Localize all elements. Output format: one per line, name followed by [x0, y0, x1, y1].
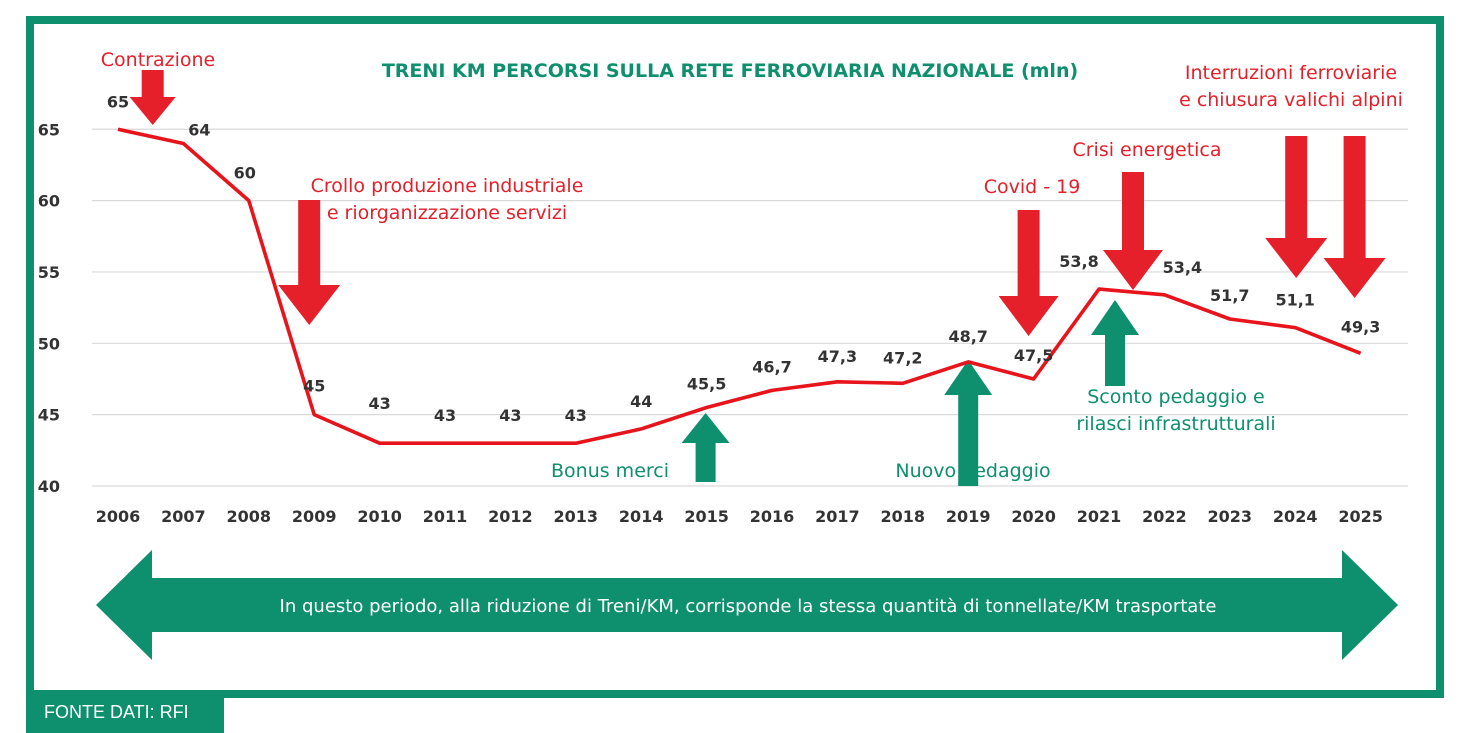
- data-label: 45,5: [687, 375, 726, 394]
- annotation-line: Covid - 19: [984, 176, 1081, 198]
- x-tick-label: 2020: [1011, 507, 1056, 526]
- annotation-line: rilasci infrastrutturali: [1076, 413, 1275, 435]
- annotation-arrows: [129, 70, 1386, 486]
- data-label: 51,1: [1275, 291, 1314, 310]
- annotation-texts: Contrazione Crollo produzione industriale…: [101, 49, 1403, 482]
- annotation-line: Crollo produzione industriale: [311, 175, 584, 197]
- data-label: 44: [630, 392, 652, 411]
- data-label: 43: [565, 406, 587, 425]
- x-tick-label: 2011: [423, 507, 468, 526]
- x-tick-label: 2021: [1077, 507, 1122, 526]
- period-arrow: In questo periodo, alla riduzione di Tre…: [96, 550, 1398, 660]
- series-line: [117, 127, 1362, 446]
- y-tick-label: 50: [38, 334, 60, 353]
- annotation-text: Covid - 19: [984, 176, 1081, 198]
- data-labels: 65 64 60 45 43 43 43 43 44 45,5 46,7 47,3 47,2 48,7 47…: [107, 92, 1380, 425]
- annotation-line: Contrazione: [101, 49, 215, 71]
- x-tick-label: 2012: [488, 507, 533, 526]
- data-label: 60: [234, 164, 256, 183]
- data-label: 53,8: [1059, 252, 1098, 271]
- data-label: 43: [499, 406, 521, 425]
- y-tick-label: 55: [38, 263, 60, 282]
- down-arrow-contrazione: [129, 70, 176, 125]
- x-tick-label: 2009: [292, 507, 337, 526]
- period-arrow-text: In questo periodo, alla riduzione di Tre…: [280, 596, 1217, 617]
- x-tick-label: 2018: [881, 507, 926, 526]
- x-tick-label: 2023: [1208, 507, 1253, 526]
- y-tick-label: 65: [38, 120, 60, 139]
- y-tick-label: 60: [38, 192, 60, 211]
- x-tick-label: 2013: [554, 507, 599, 526]
- annotation-line: Interruzioni ferroviarie: [1185, 62, 1397, 84]
- down-arrow-crollo: [278, 200, 341, 325]
- x-tick-label: 2022: [1142, 507, 1187, 526]
- annotation-text: Contrazione: [101, 49, 215, 71]
- down-arrow-covid: [998, 210, 1059, 336]
- axis-layer: 40 45 50 55 60 65 2006 2007 2008 2009 2010 2011 2012…: [38, 120, 1383, 526]
- annotation-text: Sconto pedaggio e rilasci infrastruttural…: [1076, 386, 1275, 435]
- data-label: 47,5: [1014, 346, 1053, 365]
- y-tick-label: 40: [38, 477, 60, 496]
- x-tick-label: 2024: [1273, 507, 1318, 526]
- data-label: 45: [303, 377, 325, 396]
- data-label: 51,7: [1210, 286, 1249, 305]
- x-tick-label: 2010: [357, 507, 402, 526]
- data-label: 47,2: [883, 348, 922, 367]
- x-tick-label: 2017: [815, 507, 860, 526]
- x-tick-label: 2016: [750, 507, 795, 526]
- data-label: 53,4: [1163, 258, 1202, 277]
- data-label: 48,7: [948, 327, 987, 346]
- annotation-text: Interruzioni ferroviarie e chiusura valic…: [1179, 62, 1403, 111]
- down-arrow-crisi: [1103, 172, 1163, 290]
- annotation-line: Crisi energetica: [1072, 139, 1221, 161]
- data-label: 47,3: [818, 347, 857, 366]
- down-arrow-interruzioni-2025: [1323, 136, 1386, 298]
- up-arrow-bonus: [681, 413, 730, 482]
- x-tick-label: 2007: [161, 507, 206, 526]
- annotation-text: Nuovo pedaggio: [895, 460, 1050, 482]
- up-arrow-sconto: [1091, 300, 1139, 386]
- data-label: 46,7: [752, 357, 791, 376]
- annotation-line: e riorganizzazione servizi: [327, 202, 567, 224]
- annotation-text: Crollo produzione industriale e riorganiz…: [311, 175, 584, 224]
- x-tick-label: 2025: [1338, 507, 1383, 526]
- period-arrow-shape: [96, 550, 1398, 660]
- data-label: 43: [434, 406, 456, 425]
- x-tick-label: 2008: [227, 507, 272, 526]
- annotation-text: Crisi energetica: [1072, 139, 1221, 161]
- annotation-text: Bonus merci: [551, 460, 669, 482]
- source-label: FONTE DATI: RFI: [26, 692, 224, 733]
- down-arrow-interruzioni-2024: [1265, 136, 1328, 278]
- chart-title: TRENI KM PERCORSI SULLA RETE FERROVIARIA…: [382, 60, 1078, 82]
- annotation-line: e chiusura valichi alpini: [1179, 89, 1403, 111]
- data-label: 43: [368, 394, 390, 413]
- y-tick-label: 45: [38, 406, 60, 425]
- x-tick-label: 2015: [684, 507, 729, 526]
- data-label: 64: [188, 121, 210, 140]
- annotation-line: Sconto pedaggio e: [1087, 386, 1265, 408]
- annotation-line: Bonus merci: [551, 460, 669, 482]
- series-layer: [117, 127, 1362, 446]
- x-tick-label: 2014: [619, 507, 664, 526]
- up-arrow-nuovo-pedaggio: [944, 360, 993, 486]
- annotation-line: Nuovo pedaggio: [895, 460, 1050, 482]
- x-tick-label: 2006: [96, 507, 141, 526]
- data-label: 49,3: [1341, 317, 1380, 336]
- x-tick-label: 2019: [946, 507, 991, 526]
- data-label: 65: [107, 92, 129, 111]
